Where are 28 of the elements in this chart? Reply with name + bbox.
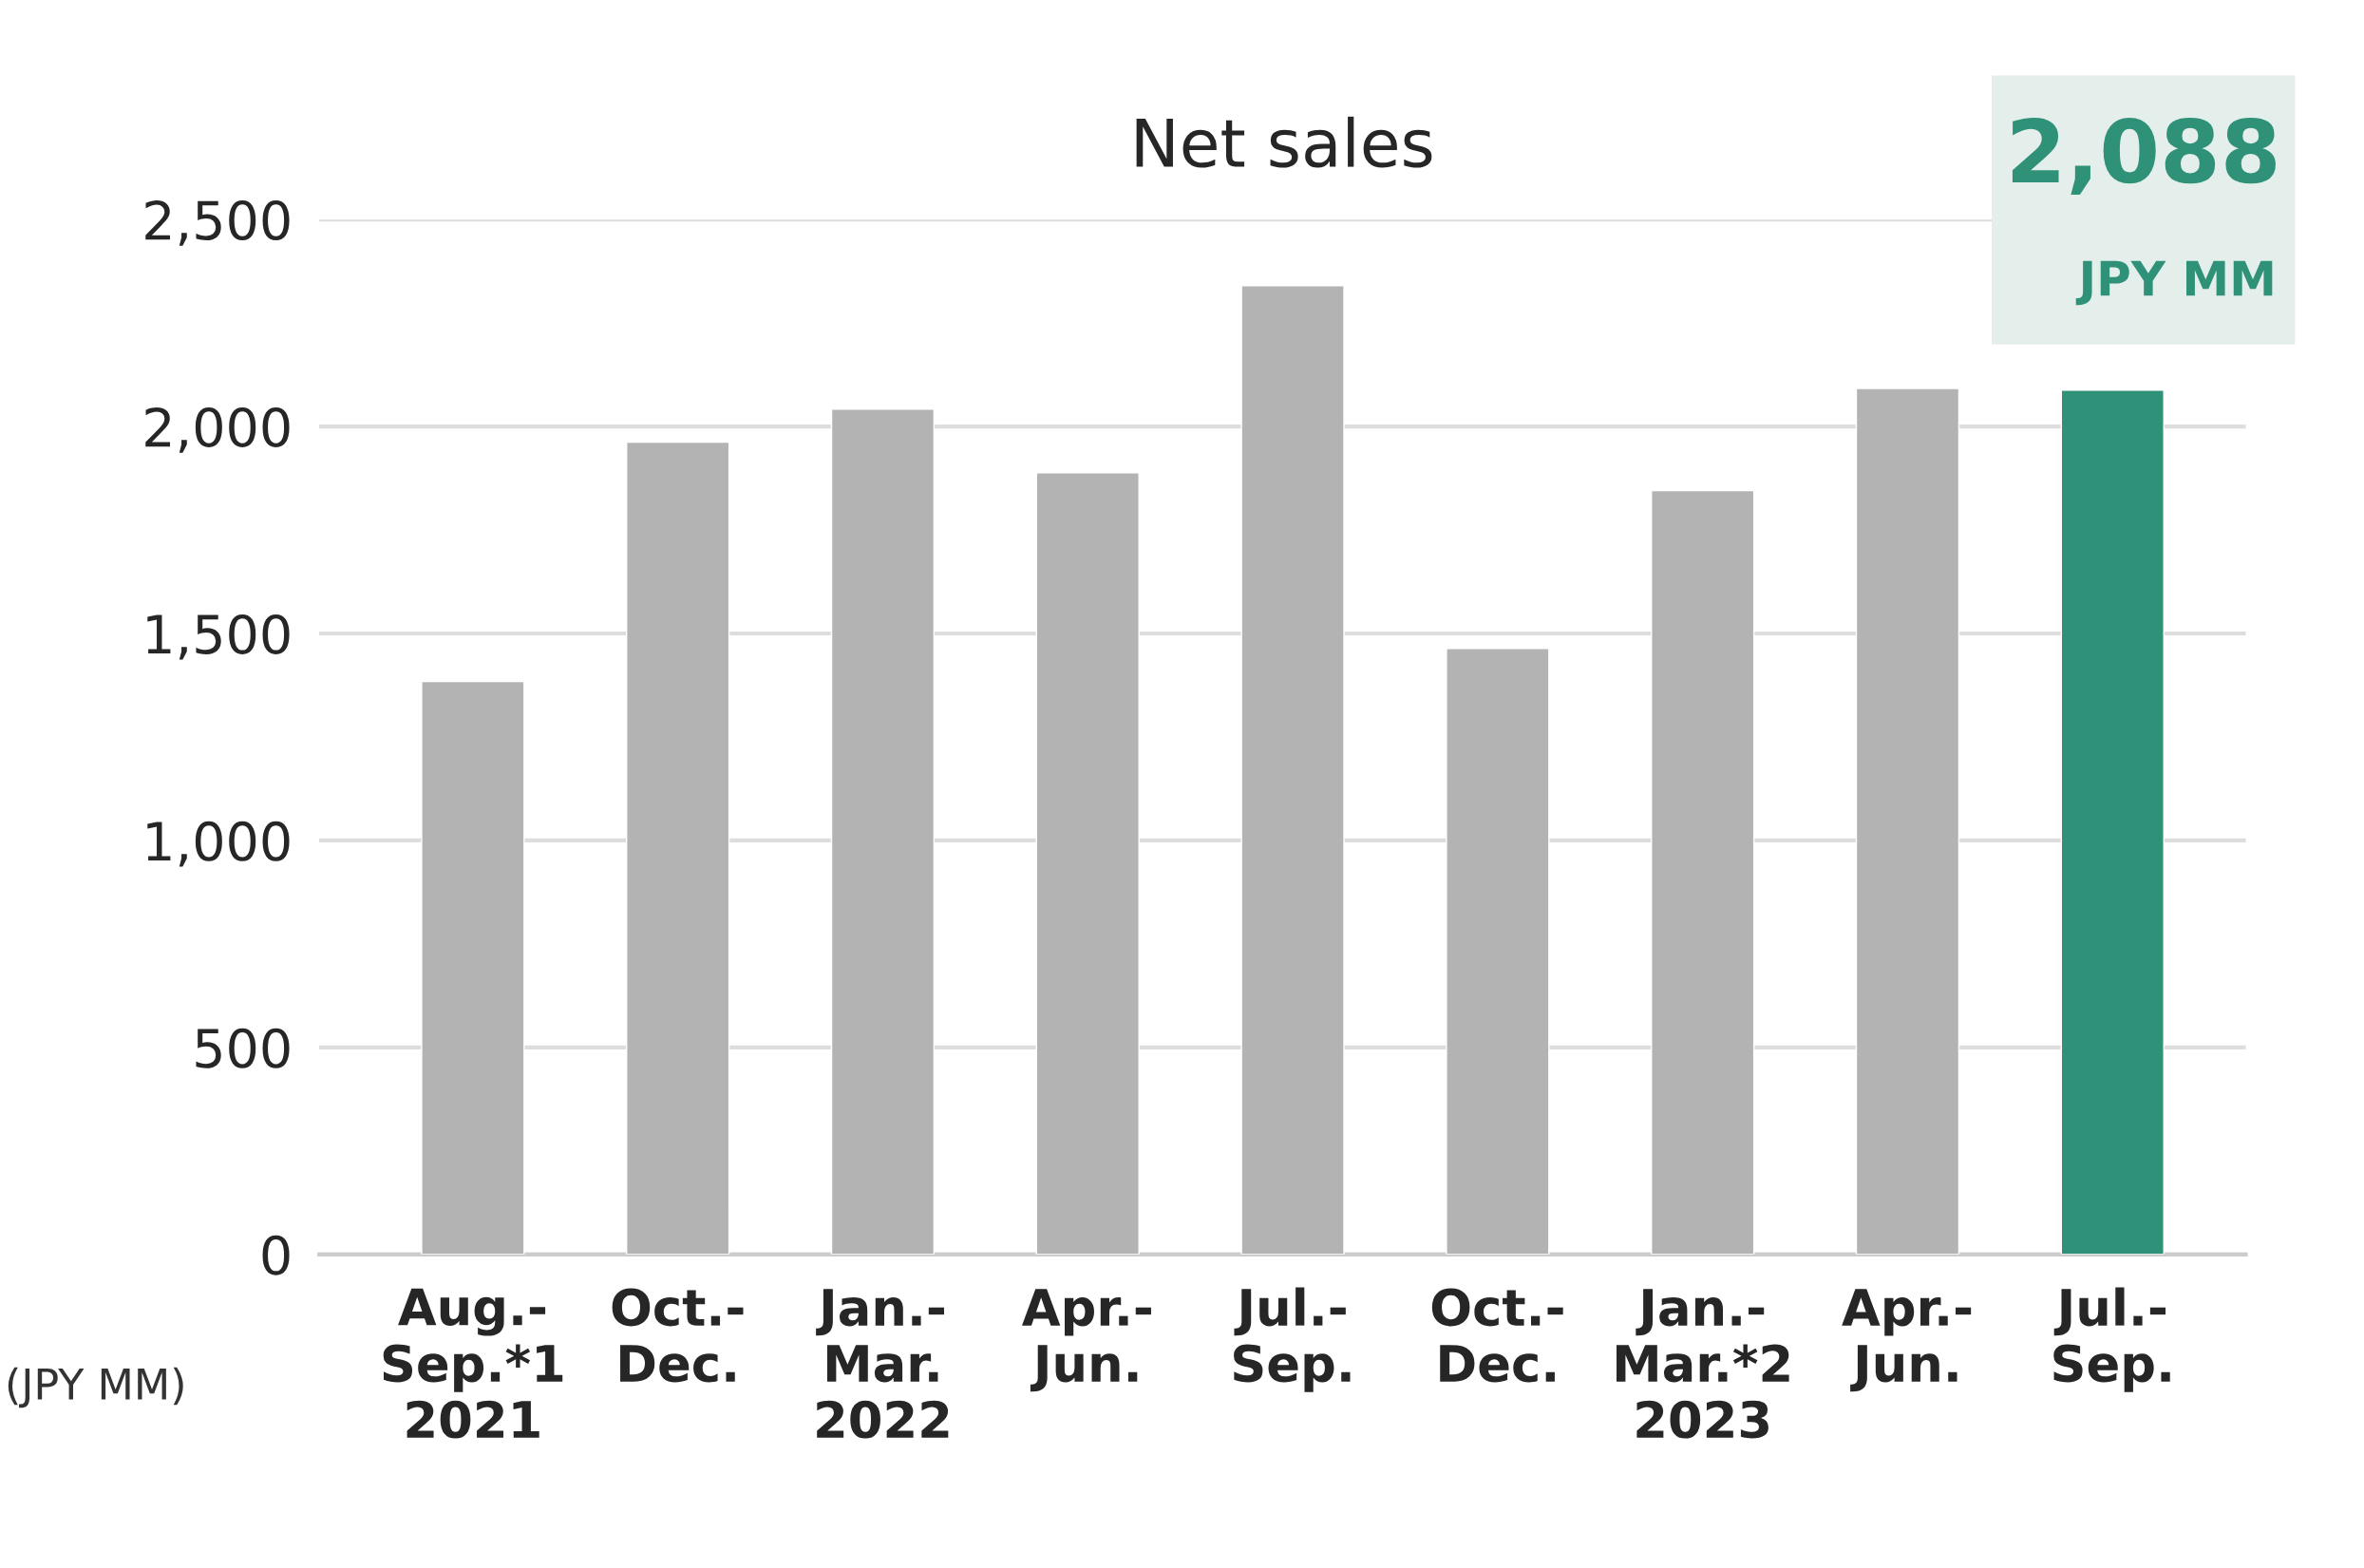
x-tick-label: Jul.- Sep.	[2053, 1287, 2170, 1392]
x-tick-label: Apr.- Jun.	[1021, 1289, 1151, 1392]
y-tick-label: 1,000	[147, 821, 290, 867]
data-label: 2,088	[2012, 117, 2276, 195]
bar	[626, 441, 730, 1255]
chart-title: Net sales	[1136, 116, 1432, 168]
y-axis-title: (JPY MM)	[8, 1367, 183, 1408]
x-tick-label: Aug.- Sep.*1 2021	[383, 1288, 563, 1439]
bar	[1240, 285, 1345, 1255]
annotation: JPY MM	[2075, 260, 2273, 306]
bar	[1446, 648, 1550, 1255]
x-tick-label: Oct.- Dec.	[612, 1288, 744, 1383]
x-tick-label: Jan.- Mar. 2022	[816, 1289, 949, 1439]
bar	[2060, 389, 2165, 1255]
x-tick-label: Oct.- Dec.	[1431, 1288, 1563, 1383]
y-tick-label: 0	[262, 1235, 290, 1275]
x-tick-label: Jul.- Sep.	[1234, 1287, 1351, 1392]
y-tick-label: 1,500	[147, 614, 290, 660]
x-tick-label: Apr.- Jun.	[1842, 1289, 1972, 1392]
y-tick-label: 2,500	[145, 200, 290, 246]
y-tick-label: 500	[196, 1028, 290, 1068]
bar	[1855, 387, 1960, 1255]
bar	[1035, 472, 1140, 1255]
y-tick-label: 2,000	[145, 406, 290, 453]
x-tick-label: Jan.- Mar.*2 2023	[1617, 1289, 1789, 1439]
bar	[830, 408, 936, 1255]
bar	[1651, 489, 1755, 1255]
bar	[421, 680, 525, 1255]
